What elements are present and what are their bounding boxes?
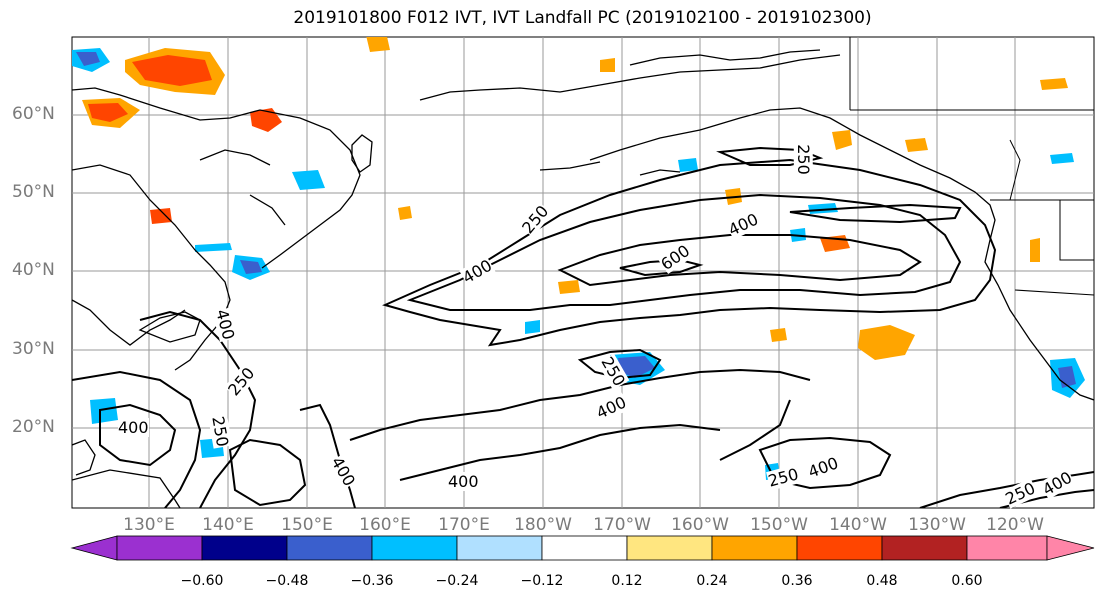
colorbar-tick-label: −0.12: [520, 573, 564, 589]
political-borders: [849, 37, 1094, 296]
colorbar-tick-label: −0.24: [435, 573, 479, 589]
contour-label: 250: [224, 363, 259, 400]
colorbar-tick-label: −0.60: [180, 573, 224, 589]
contour-label: 250: [793, 144, 813, 175]
colorbar-segment: [541, 535, 628, 561]
contour-label: 400: [1039, 467, 1076, 500]
contour-label: 250: [518, 201, 553, 238]
contour-label: 400: [805, 453, 841, 482]
colorbar: [70, 535, 1095, 561]
contour-label: 400: [725, 209, 762, 240]
colorbar-segment: [116, 535, 203, 561]
lon-label: 130°W: [908, 515, 966, 535]
contour-label: 250: [597, 353, 630, 390]
lat-label: 50°N: [12, 182, 55, 202]
lon-label: 160°W: [671, 515, 729, 535]
lat-label: 40°N: [12, 260, 55, 280]
contour-label: 250: [1002, 478, 1039, 509]
colorbar-segment: [371, 535, 458, 561]
colorbar-segment: [881, 535, 968, 561]
contour-label: 400: [593, 392, 630, 423]
colorbar-tick-label: 0.24: [696, 573, 728, 589]
lon-label: 170°E: [438, 515, 490, 535]
colorbar-segment: [456, 535, 543, 561]
colorbar-extend-high: [1046, 535, 1095, 561]
coastlines: [72, 49, 1094, 508]
lon-label: 120°W: [986, 515, 1044, 535]
colorbar-segment: [201, 535, 288, 561]
colorbar-tick-label: 0.48: [866, 573, 898, 589]
lon-label: 150°E: [281, 515, 333, 535]
contour-label: 400: [212, 307, 239, 342]
colorbar-tick-label: 0.60: [951, 573, 983, 589]
colorbar-segment: [711, 535, 798, 561]
lon-label: 130°E: [123, 515, 175, 535]
colorbar-tick-label: 0.36: [781, 573, 813, 589]
lon-label: 170°W: [593, 515, 651, 535]
colorbar-tick-label: −0.48: [265, 573, 309, 589]
map-title: 2019101800 F012 IVT, IVT Landfall PC (20…: [293, 8, 872, 28]
contour-label: 600: [657, 240, 694, 275]
contour-label: 400: [459, 255, 496, 288]
lat-label: 20°N: [12, 417, 55, 437]
contour-label: 400: [327, 453, 360, 490]
colorbar-segment: [286, 535, 373, 561]
contour-label: 250: [766, 464, 801, 491]
lon-label: 140°E: [202, 515, 254, 535]
lat-label: 30°N: [12, 339, 55, 359]
ivt-contours: [72, 146, 1094, 508]
contour-label: 400: [118, 418, 149, 437]
colorbar-segment: [966, 535, 1048, 561]
contour-label: 400: [448, 472, 479, 491]
colorbar-tick-label: 0.12: [611, 573, 643, 589]
gridlines: [72, 37, 1094, 508]
lon-label: 180°W: [514, 515, 572, 535]
colorbar-segment: [796, 535, 883, 561]
lat-label: 60°N: [12, 104, 55, 124]
lon-label: 160°E: [359, 515, 411, 535]
colorbar-tick-label: −0.36: [350, 573, 394, 589]
positive-anomaly-patches: [82, 37, 1068, 360]
lon-label: 150°W: [750, 515, 808, 535]
negative-anomaly-patches: [72, 48, 1085, 480]
lon-label: 140°W: [829, 515, 887, 535]
contour-label: 250: [208, 414, 233, 449]
